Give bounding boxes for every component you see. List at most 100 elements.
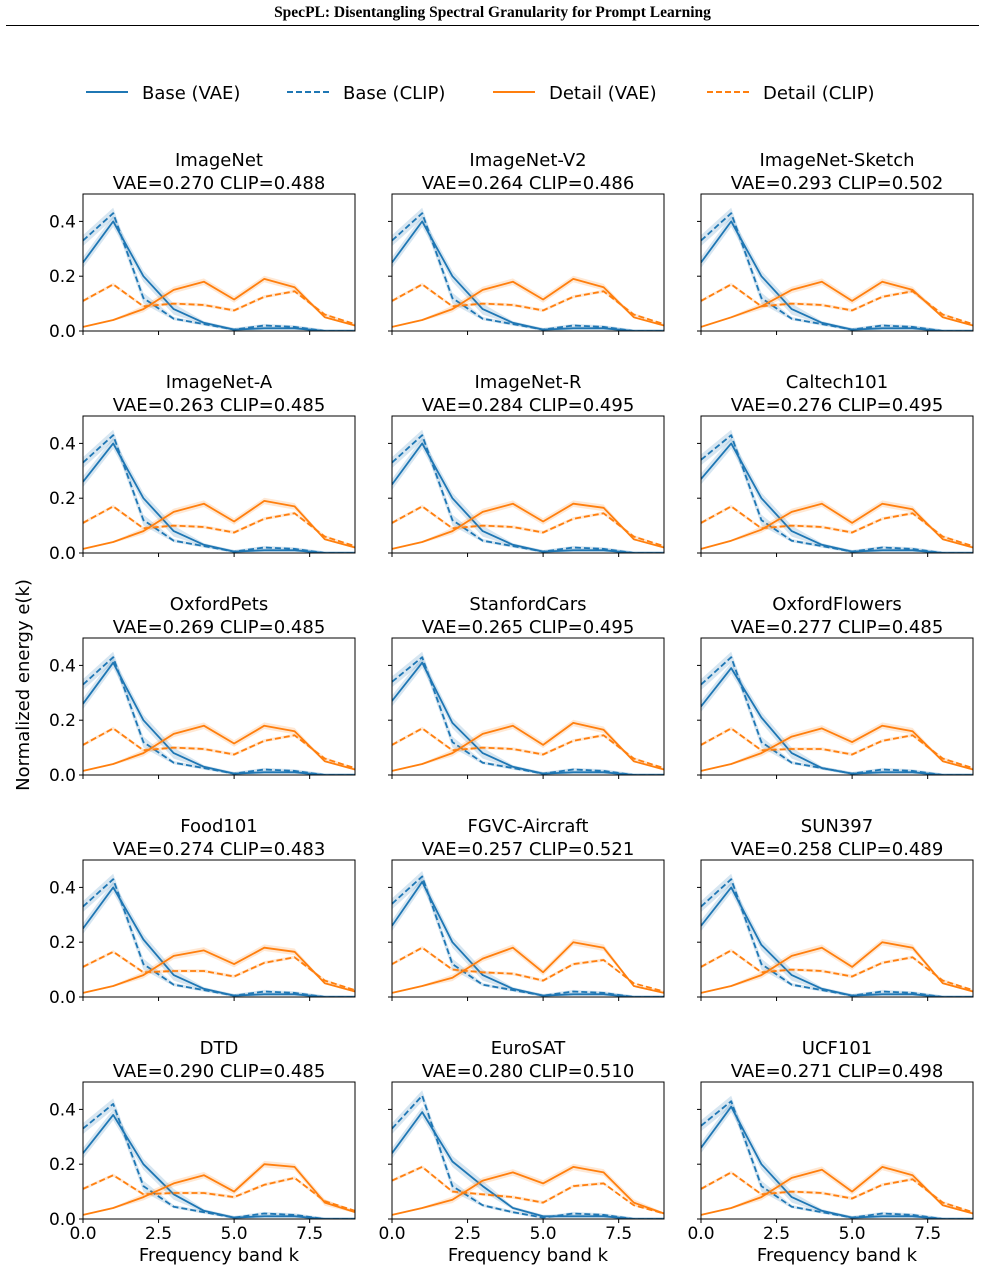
x-tick-label: 5.0 [221, 1224, 248, 1244]
axes-frame [391, 1081, 665, 1220]
series-line [701, 886, 973, 997]
x-tick-label: 7.5 [914, 1224, 941, 1244]
series-band [392, 500, 664, 550]
series-band [392, 946, 664, 992]
series-line [701, 667, 973, 775]
chart-title: DTD [200, 1038, 239, 1059]
x-axis-label: Frequency band k [757, 1245, 918, 1266]
page-title: SpecPL: Disentangling Spectral Granulari… [274, 4, 711, 21]
chart-title: Food101 [180, 816, 258, 837]
chart-subtitle: VAE=0.284 CLIP=0.495 [422, 395, 635, 416]
axes-frame [700, 637, 974, 776]
x-tick-label: 5.0 [530, 1224, 557, 1244]
chart-title: FGVC-Aircraft [467, 816, 588, 837]
legend-label: Base (CLIP) [343, 83, 445, 104]
axes-frame [391, 415, 665, 554]
axes-frame [700, 415, 974, 554]
series-line [392, 220, 664, 331]
series-band [392, 215, 664, 331]
axes-frame [700, 193, 974, 332]
y-tick-label: 0.0 [49, 544, 76, 564]
legend-entry: Base (VAE) [86, 83, 240, 104]
series-band [392, 876, 664, 997]
y-tick-label: 0.2 [49, 1155, 76, 1175]
series-line [392, 941, 664, 994]
chart-title: ImageNet [175, 150, 263, 171]
series-line [392, 946, 664, 993]
series-band [701, 1170, 973, 1213]
plot-area [83, 429, 355, 553]
series-band [701, 722, 973, 772]
series-line [701, 220, 973, 331]
chart-title: UCF101 [802, 1038, 872, 1059]
x-tick-label: 5.0 [839, 1224, 866, 1244]
plot-area [83, 1098, 355, 1219]
plot-area [701, 1095, 973, 1219]
series-line [83, 212, 355, 331]
series-band [83, 497, 355, 550]
series-band [83, 873, 355, 997]
plot-area [701, 873, 973, 997]
series-line [83, 434, 355, 553]
series-line [83, 442, 355, 553]
series-line [701, 434, 973, 553]
series-band [392, 938, 664, 994]
y-tick-label: 0.0 [49, 988, 76, 1008]
y-tick-label: 0.2 [49, 489, 76, 509]
series-band [392, 651, 664, 775]
chart-title: ImageNet-V2 [469, 150, 586, 171]
x-tick-label: 0.0 [69, 1224, 96, 1244]
chart-title: ImageNet-Sketch [759, 150, 914, 171]
series-line [83, 661, 355, 775]
series-line [392, 283, 664, 325]
x-tick-label: 0.0 [687, 1224, 714, 1244]
y-tick-label: 0.4 [49, 212, 76, 232]
chart-subtitle: VAE=0.258 CLIP=0.489 [731, 839, 944, 860]
series-band [701, 500, 973, 550]
series-line [83, 727, 355, 769]
series-line [701, 505, 973, 547]
series-band [701, 215, 973, 331]
plot-area [392, 429, 664, 553]
axes-frame [82, 637, 356, 776]
series-line [701, 878, 973, 997]
series-line [392, 1166, 664, 1216]
series-line [701, 1166, 973, 1216]
series-line [392, 875, 664, 997]
series-band [83, 215, 355, 331]
series-band [701, 651, 973, 775]
x-tick-label: 7.5 [605, 1224, 632, 1244]
series-line [701, 1100, 973, 1219]
series-line [83, 878, 355, 997]
series-band [83, 881, 355, 997]
axes-frame [391, 193, 665, 332]
chart-subtitle: VAE=0.264 CLIP=0.486 [422, 173, 635, 194]
y-axis-label: Normalized energy e(k) [13, 579, 34, 791]
legend-label: Base (VAE) [142, 83, 240, 104]
series-line [392, 1166, 664, 1215]
series-line [701, 949, 973, 991]
series-band [701, 1101, 973, 1219]
y-tick-label: 0.0 [49, 1210, 76, 1230]
plot-area [392, 871, 664, 997]
chart-subtitle: VAE=0.263 CLIP=0.485 [113, 395, 326, 416]
series-line [83, 1163, 355, 1216]
axes-frame [391, 859, 665, 998]
series-line [83, 886, 355, 997]
legend-entry: Base (CLIP) [287, 83, 445, 104]
x-tick-label: 2.5 [454, 1224, 481, 1244]
series-band [701, 662, 973, 775]
x-axis-label: Frequency band k [139, 1245, 300, 1266]
series-band [83, 657, 355, 775]
